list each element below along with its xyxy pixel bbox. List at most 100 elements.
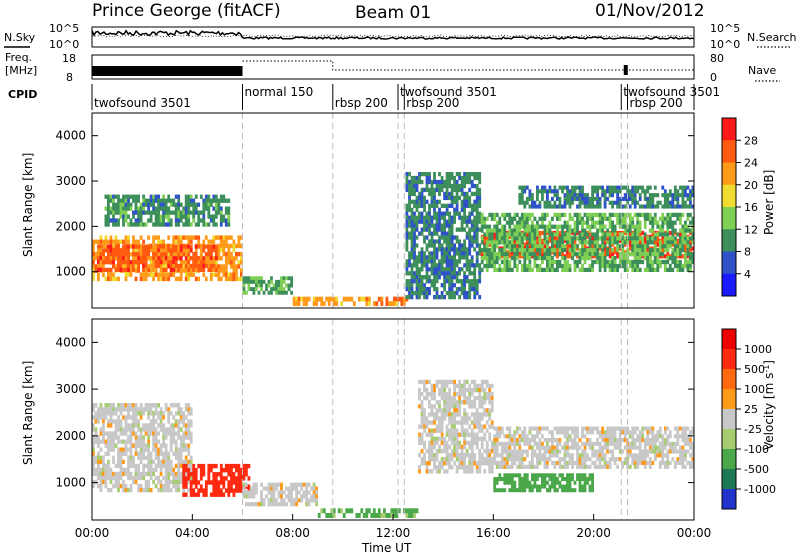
heatmap-cell [470,207,474,212]
heatmap-cell [182,439,186,444]
heatmap-cell [453,179,457,185]
heatmap-cell [149,218,153,223]
heatmap-cell [152,423,156,428]
heatmap-cell [109,435,113,440]
heatmap-cell [603,250,607,255]
heatmap-cell [598,263,602,269]
heatmap-cell [648,240,652,245]
heatmap-cell [94,419,98,424]
heatmap-cell [162,198,166,203]
heatmap-cell [443,461,447,466]
heatmap-cell [127,423,130,428]
heatmap-cell [433,396,436,401]
heatmap-cell [227,468,231,473]
heatmap-cell [134,451,138,456]
nsky-label: N.Sky [4,31,36,44]
heatmap-cell [418,436,421,442]
heatmap-cell [132,479,135,485]
heatmap-cell [172,435,176,440]
heatmap-cell [124,260,128,265]
heatmap-cell [367,296,371,302]
heatmap-cell [463,400,467,405]
heatmap-cell [598,267,602,273]
heatmap-cell [149,260,153,265]
heatmap-cell [623,220,627,225]
heatmap-cell [638,236,642,241]
heatmap-cell [440,255,444,260]
heatmap-cell [536,256,539,261]
heatmap-cell [418,287,421,292]
heatmap-cell [581,185,584,190]
heatmap-cell [418,387,421,393]
heatmap-cell [686,216,690,221]
heatmap-cell [628,238,632,243]
heatmap-cell [455,383,459,389]
heatmap-cell [475,469,479,474]
heatmap-cell [104,256,108,261]
heatmap-cell [235,243,238,249]
heatmap-cell [423,251,426,256]
heatmap-cell [458,392,462,397]
heatmap-cell [455,428,459,433]
heatmap-cell [245,290,248,295]
heatmap-cell [591,200,595,205]
heatmap-cell [109,248,113,253]
heatmap-cell [538,204,542,209]
heatmap-cell [581,220,584,225]
heatmap-cell [641,204,645,209]
heatmap-cell [305,490,309,495]
heatmap-cell [398,508,401,514]
heatmap-cell [468,259,472,264]
heatmap-cell [648,220,652,225]
heatmap-cell [455,172,459,177]
heatmap-cell [571,216,574,221]
heatmap-cell [320,301,324,307]
heatmap-cell [478,400,482,405]
heatmap-cell [438,219,441,224]
heatmap-cell [543,216,547,221]
heatmap-cell [184,468,188,473]
heatmap-cell [209,256,213,261]
heatmap-cell [611,248,615,253]
noise-sky-trace [91,29,695,40]
heatmap-cell [445,271,449,276]
heatmap-cell [598,204,602,209]
heatmap-cell [172,471,176,477]
heatmap-cell [267,283,271,288]
heatmap-cell [483,424,487,429]
heatmap-cell [187,267,191,272]
heatmap-cell [480,444,484,450]
heatmap-cell [112,252,115,257]
heatmap-cell [463,203,467,208]
heatmap-cell [536,196,539,201]
heatmap-cell [164,272,168,277]
heatmap-cell [428,239,431,244]
heatmap-cell [192,492,196,497]
heatmap-cell [302,490,306,495]
heatmap-cell [192,472,196,477]
heatmap-cell [430,203,434,208]
heatmap-cell [169,447,173,452]
heatmap-cell [533,244,537,249]
heatmap-cell [217,472,221,477]
heatmap-cell [478,465,482,470]
heatmap-cell [260,498,263,503]
heatmap-cell [593,196,597,201]
heatmap-cell [460,461,464,466]
heatmap-cell [513,232,517,237]
heatmap-cell [598,216,602,221]
heatmap-cell [480,228,484,233]
heatmap-cell [149,463,153,469]
heatmap-cell [240,472,243,477]
heatmap-cell [107,198,110,203]
heatmap-cell [142,272,146,277]
heatmap-cell [470,211,474,216]
heatmap-cell [460,247,464,252]
heatmap-cell [468,239,472,244]
heatmap-cell [500,240,504,245]
heatmap-cell [613,250,617,255]
heatmap-cell [573,236,577,241]
heatmap-cell [104,467,108,473]
heatmap-cell [94,239,98,245]
heatmap-cell [453,412,457,417]
